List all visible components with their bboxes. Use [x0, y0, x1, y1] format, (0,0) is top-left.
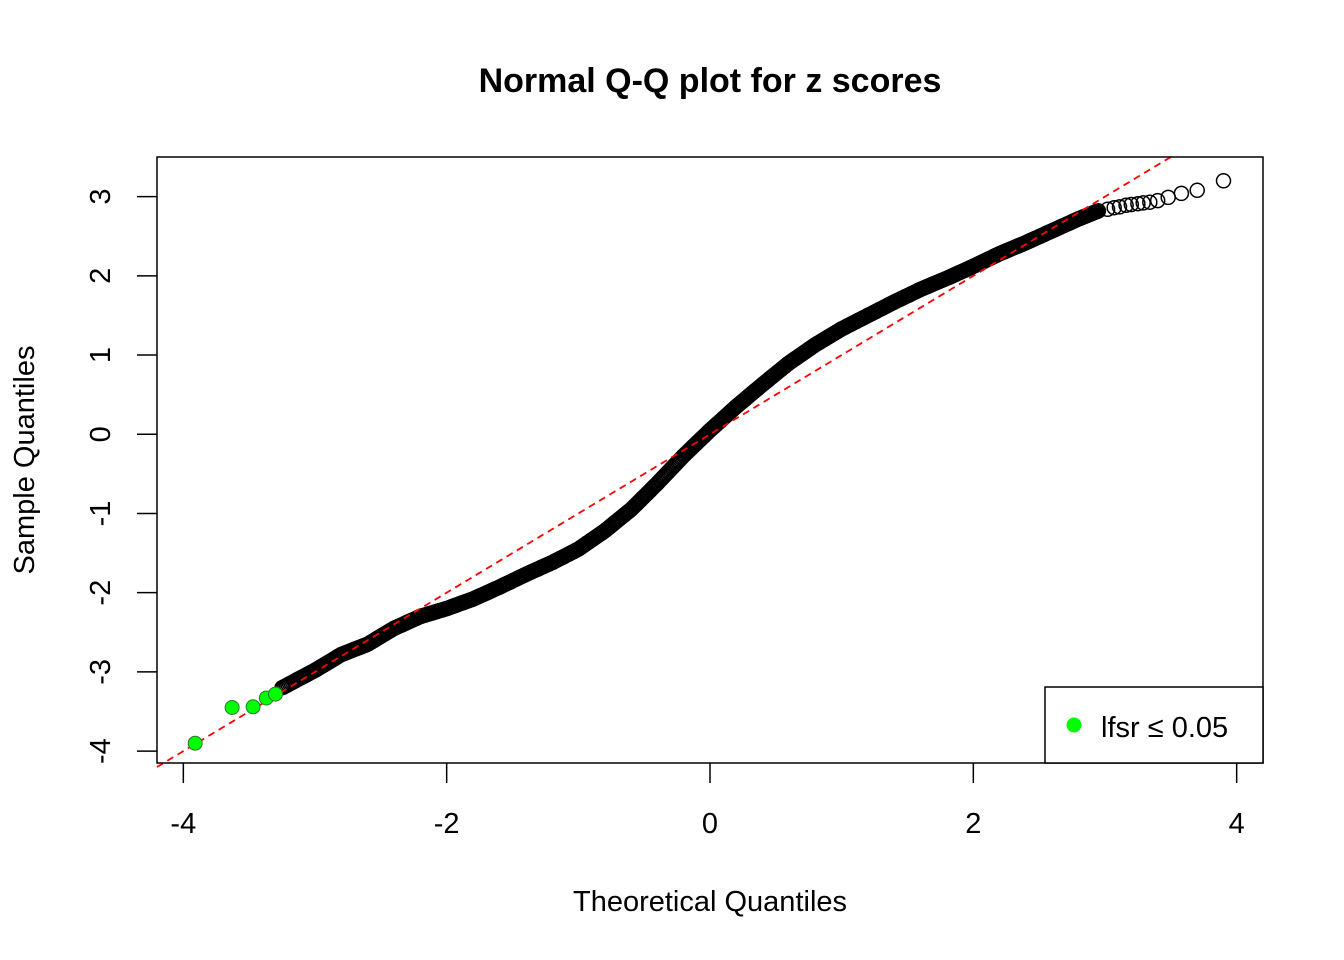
data-point: [1090, 203, 1107, 219]
chart-title: Normal Q-Q plot for z scores: [479, 62, 942, 100]
y-tick-label: 2: [85, 268, 117, 284]
significant-point: [268, 686, 283, 702]
x-tick-label: -4: [170, 808, 196, 840]
significant-point: [245, 699, 261, 715]
data-point: [1215, 173, 1232, 189]
y-axis: -4 -3 -2 -1 0 1 2 3: [85, 189, 157, 764]
significant-points: [187, 686, 283, 751]
legend-label: lfsr ≤ 0.05: [1101, 712, 1228, 744]
data-point: [1106, 199, 1122, 216]
data-point: [1099, 201, 1116, 218]
y-tick-label: -2: [85, 580, 117, 606]
data-point: [1173, 185, 1190, 202]
data-point: [1123, 196, 1140, 213]
x-axis: -4 -2 0 2 4: [170, 763, 1245, 840]
data-point: [1130, 195, 1146, 212]
data-point: [1111, 199, 1128, 215]
significant-point: [224, 700, 240, 715]
x-tick-label: -2: [434, 808, 460, 840]
x-axis-label: Theoretical Quantiles: [573, 886, 847, 918]
y-tick-label: 1: [85, 347, 117, 363]
legend-marker: [1066, 717, 1082, 733]
x-tick-label: 4: [1229, 808, 1245, 840]
y-tick-label: -4: [85, 738, 117, 764]
legend: lfsr ≤ 0.05: [1044, 686, 1264, 764]
y-axis-label: Sample Quantiles: [9, 346, 41, 575]
x-tick-label: 2: [965, 808, 981, 840]
y-tick-label: -1: [85, 501, 117, 527]
y-tick-label: 0: [85, 426, 117, 442]
open-points: [274, 173, 1232, 696]
y-tick-label: -3: [85, 659, 117, 685]
plot-layer: [156, 156, 1232, 768]
data-point: [1142, 194, 1158, 210]
significant-point: [187, 735, 203, 751]
data-point: [1149, 192, 1166, 209]
data-point: [1118, 197, 1134, 214]
x-tick-label: 0: [702, 808, 718, 840]
data-point: [1135, 195, 1151, 211]
reference-line: [156, 156, 1172, 768]
data-point: [1189, 182, 1205, 199]
y-tick-label: 3: [85, 189, 117, 205]
